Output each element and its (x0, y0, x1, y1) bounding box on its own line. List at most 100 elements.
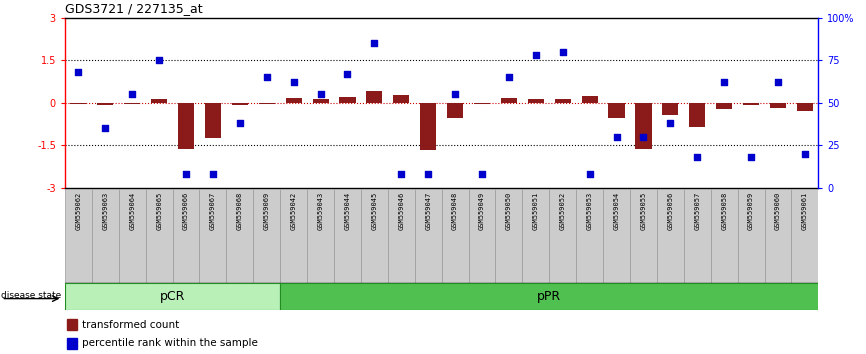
Point (340, 71, 354, 76)
Point (663, 120, 677, 126)
Text: GSM559058: GSM559058 (721, 192, 727, 230)
Point (798, 151, 811, 156)
Bar (738, 189, 765, 283)
Text: percentile rank within the sample: percentile rank within the sample (82, 338, 258, 348)
Text: GDS3721 / 227135_at: GDS3721 / 227135_at (65, 2, 203, 15)
Bar (388, 189, 415, 283)
Point (690, 154, 704, 160)
Text: GSM559059: GSM559059 (748, 192, 754, 230)
Bar (420, 103, 436, 150)
Bar (281, 283, 832, 310)
Bar (495, 189, 522, 283)
Bar (711, 189, 738, 283)
Bar (415, 189, 442, 283)
Text: GSM559049: GSM559049 (479, 192, 485, 230)
Bar (178, 103, 194, 149)
Bar (286, 98, 301, 103)
Point (179, 171, 193, 177)
Bar (92, 189, 119, 283)
Point (233, 120, 247, 126)
Bar (469, 189, 495, 283)
Point (717, 79, 731, 85)
Point (260, 74, 274, 80)
Text: GSM559056: GSM559056 (668, 192, 674, 230)
Bar (172, 189, 199, 283)
Text: GSM559065: GSM559065 (156, 192, 162, 230)
Text: GSM559042: GSM559042 (291, 192, 297, 230)
Point (637, 134, 650, 139)
Point (126, 91, 139, 97)
Bar (124, 103, 140, 104)
Text: GSM559045: GSM559045 (372, 192, 378, 230)
Text: GSM559066: GSM559066 (183, 192, 189, 230)
Bar (226, 189, 253, 283)
Bar (145, 189, 172, 283)
Bar (199, 189, 226, 283)
Bar (743, 103, 759, 105)
Bar (662, 103, 678, 115)
Bar (689, 103, 705, 127)
Bar (527, 99, 544, 103)
Point (583, 171, 597, 177)
Text: GSM559057: GSM559057 (695, 192, 701, 230)
Bar (232, 103, 248, 105)
Point (287, 79, 301, 85)
Text: GSM559050: GSM559050 (506, 192, 512, 230)
Text: GSM559069: GSM559069 (264, 192, 269, 230)
Point (449, 91, 462, 97)
Bar (447, 103, 463, 118)
Point (72, 69, 86, 75)
Bar (684, 189, 711, 283)
Text: transformed count: transformed count (82, 320, 179, 330)
Bar (97, 103, 113, 105)
Text: GSM559054: GSM559054 (614, 192, 619, 230)
Bar (65, 283, 281, 310)
Text: GSM559044: GSM559044 (345, 192, 351, 230)
Bar (792, 189, 818, 283)
Point (152, 57, 166, 63)
Point (610, 134, 624, 139)
Text: GSM559046: GSM559046 (398, 192, 404, 230)
Bar (765, 189, 792, 283)
Bar (501, 98, 517, 103)
Text: GSM559062: GSM559062 (75, 192, 81, 230)
Point (206, 171, 220, 177)
Bar (307, 189, 334, 283)
Bar (366, 91, 383, 103)
Point (367, 40, 381, 46)
Bar (582, 96, 598, 103)
Point (502, 74, 516, 80)
Bar (253, 189, 281, 283)
Bar (636, 103, 651, 149)
Text: pCR: pCR (160, 290, 185, 303)
Point (475, 171, 489, 177)
Bar (259, 103, 275, 104)
Text: GSM559064: GSM559064 (129, 192, 135, 230)
Text: GSM559048: GSM559048 (452, 192, 458, 230)
Bar (339, 97, 356, 103)
Point (744, 154, 758, 160)
Bar (361, 189, 388, 283)
Bar (281, 189, 307, 283)
Text: GSM559053: GSM559053 (586, 192, 592, 230)
Text: GSM559060: GSM559060 (775, 192, 781, 230)
Point (556, 49, 570, 55)
Bar (67, 338, 77, 349)
Bar (716, 103, 733, 109)
Text: GSM559047: GSM559047 (425, 192, 431, 230)
Point (394, 171, 408, 177)
Text: GSM559043: GSM559043 (318, 192, 324, 230)
Bar (797, 103, 813, 110)
Bar (549, 189, 576, 283)
Bar (393, 95, 410, 103)
Text: GSM559052: GSM559052 (559, 192, 565, 230)
Bar (313, 99, 328, 103)
Text: GSM559051: GSM559051 (533, 192, 539, 230)
Point (529, 52, 543, 58)
Bar (67, 319, 77, 330)
Text: GSM559068: GSM559068 (237, 192, 242, 230)
Bar (609, 103, 624, 118)
Text: GSM559063: GSM559063 (102, 192, 108, 230)
Bar (630, 189, 657, 283)
Bar (151, 99, 167, 103)
